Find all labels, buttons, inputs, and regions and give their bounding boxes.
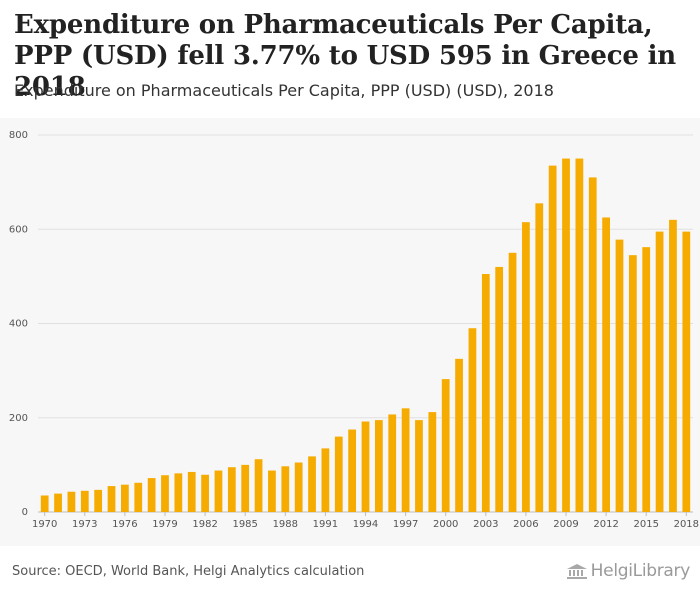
bar-1985 xyxy=(241,464,250,512)
chart-title: Expenditure on Pharmaceuticals Per Capit… xyxy=(14,10,676,102)
y-tick-label: 800 xyxy=(9,130,28,141)
bar-1981 xyxy=(187,471,196,512)
bar-2013 xyxy=(615,239,624,512)
bar-1976 xyxy=(121,484,129,512)
bar-1977 xyxy=(134,482,143,512)
x-tick-label: 2003 xyxy=(473,519,498,530)
bar-2018 xyxy=(682,231,691,512)
bar-2002 xyxy=(468,328,477,512)
bar-1991 xyxy=(321,448,330,512)
bar-1978 xyxy=(147,478,156,512)
x-tick-label: 1982 xyxy=(192,519,217,530)
bar-1986 xyxy=(254,459,263,512)
x-tick-label: 1994 xyxy=(353,519,378,530)
bar-1995 xyxy=(374,420,383,512)
bar-1999 xyxy=(428,412,437,512)
y-tick-label: 600 xyxy=(9,224,28,235)
x-tick-label: 2018 xyxy=(674,519,699,530)
bar-1989 xyxy=(294,462,303,512)
x-axis: 1970 1973 1976 1979 1982 1985 1988 1991 1994 1997… xyxy=(32,512,699,530)
brand-logo: HelgiLibrary xyxy=(566,561,690,581)
x-tick-label: 2009 xyxy=(553,519,578,530)
y-tick-label: 200 xyxy=(9,413,28,424)
bar-2001 xyxy=(455,358,463,512)
bar-2007 xyxy=(535,203,544,513)
bar-1990 xyxy=(308,456,316,512)
bar-2014 xyxy=(628,255,637,512)
gridlines xyxy=(38,134,693,513)
y-tick-label: 400 xyxy=(9,319,28,330)
chart-plot-area: 0 200 400 600 800 1970 1973 1976 1979 1982 1985 19… xyxy=(0,118,700,546)
bar-1972 xyxy=(67,491,76,512)
x-tick-label: 1979 xyxy=(152,519,177,530)
y-tick-label: 0 xyxy=(22,507,28,518)
source-note: Source: OECD, World Bank, Helgi Analytic… xyxy=(12,564,365,579)
bar-2005 xyxy=(508,252,517,512)
bar-1979 xyxy=(161,475,169,512)
bar-2012 xyxy=(602,217,610,512)
bar-1996 xyxy=(388,414,397,512)
x-tick-label: 2000 xyxy=(433,519,458,530)
bar-1970 xyxy=(40,495,49,512)
x-tick-label: 2015 xyxy=(633,519,658,530)
bar-2011 xyxy=(588,177,597,512)
chart-subtitle: Expenditure on Pharmaceuticals Per Capit… xyxy=(14,81,554,100)
bar-1988 xyxy=(281,466,290,512)
bar-1994 xyxy=(361,421,370,512)
x-tick-label: 1985 xyxy=(232,519,257,530)
x-tick-label: 1991 xyxy=(313,519,338,530)
bar-1987 xyxy=(268,470,276,512)
bar-1993 xyxy=(348,429,357,512)
bar-series xyxy=(40,158,691,513)
bar-2004 xyxy=(495,266,504,512)
x-tick-label: 1973 xyxy=(72,519,97,530)
x-tick-label: 1976 xyxy=(112,519,137,530)
bar-2015 xyxy=(642,247,651,512)
bar-2000 xyxy=(441,379,450,512)
bar-1980 xyxy=(174,473,183,512)
bar-2010 xyxy=(575,158,584,512)
bar-1975 xyxy=(107,486,116,512)
bar-1983 xyxy=(214,470,223,512)
bar-2003 xyxy=(481,274,490,512)
bar-2017 xyxy=(669,219,677,512)
bar-1997 xyxy=(401,408,410,512)
bar-1992 xyxy=(334,436,343,512)
bar-1971 xyxy=(54,493,62,512)
y-axis: 0 200 400 600 800 xyxy=(9,130,28,518)
bar-2009 xyxy=(562,158,570,512)
x-tick-label: 1997 xyxy=(393,519,418,530)
bar-2008 xyxy=(548,165,557,512)
library-building-icon xyxy=(566,564,587,579)
bar-2016 xyxy=(655,231,664,512)
x-tick-label: 1970 xyxy=(32,519,57,530)
bar-2006 xyxy=(522,222,530,512)
brand-name: HelgiLibrary xyxy=(590,561,691,581)
bar-1998 xyxy=(415,420,423,512)
bar-1974 xyxy=(94,489,103,512)
x-tick-label: 2006 xyxy=(513,519,538,530)
bar-1973 xyxy=(80,490,89,512)
bar-1982 xyxy=(201,474,209,512)
x-tick-label: 2012 xyxy=(593,519,618,530)
bar-1984 xyxy=(227,467,236,512)
x-tick-label: 1988 xyxy=(273,519,298,530)
